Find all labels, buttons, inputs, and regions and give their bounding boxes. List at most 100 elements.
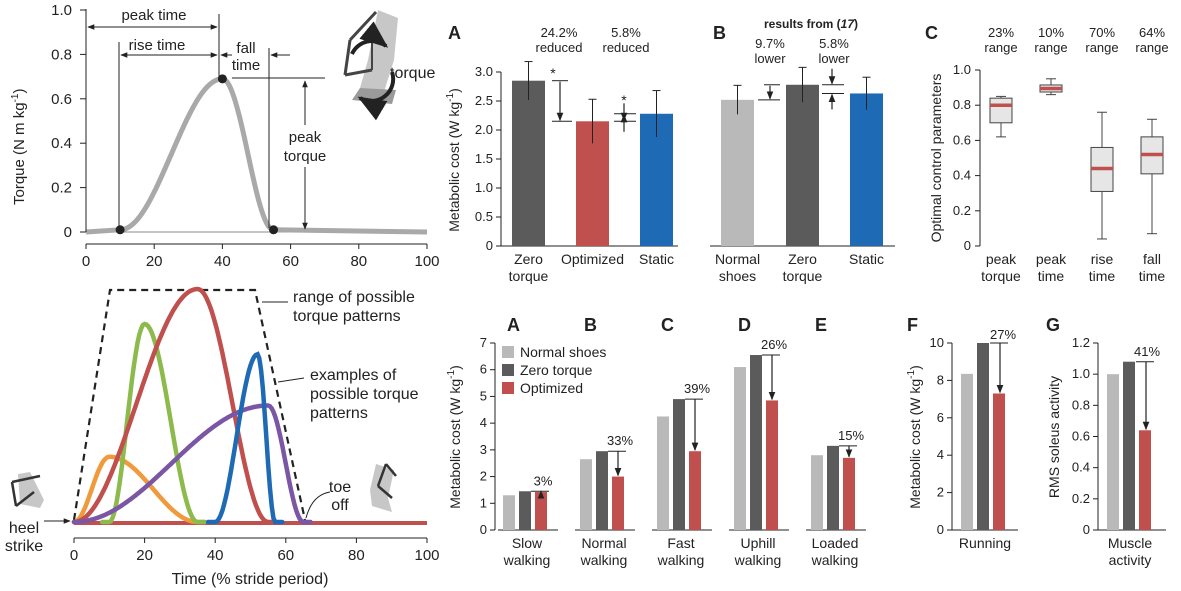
torque-pattern-green [99, 321, 207, 525]
panel-a-metabolic: A Metabolic cost (W kg-1) 0 0.5 1.0 1.5 2.0 2.5… [445, 23, 678, 284]
toe-off-leader [305, 491, 331, 519]
panel-c-range-label: 70% [1089, 25, 1115, 40]
walking-ylabel: Metabolic cost (W kg-1) [446, 365, 463, 509]
panel-b-category-label: torque [783, 268, 823, 284]
torque-pattern-blue [205, 351, 285, 525]
walking-category-label: walking [811, 552, 859, 568]
panel-c-category-label: peak [986, 251, 1017, 267]
panel-g-y-tick-label: 1.0 [1072, 366, 1090, 381]
panel-a-y-tick-label: 0.5 [475, 209, 493, 224]
peak-time-label: peak time [121, 7, 186, 24]
walking-bar [503, 495, 515, 530]
walking-y-tick-label: 5 [480, 388, 487, 403]
torque-y-ticks: 0 0.2 0.4 0.6 0.8 1.0 [51, 2, 86, 241]
torque-x-tick-label: 80 [350, 253, 367, 270]
panel-c-y-tick-label: 0.8 [953, 97, 971, 112]
legend-label: Normal shoes [520, 344, 606, 360]
walking-category-label: Slow [512, 535, 543, 551]
panel-b-category-label: shoes [719, 268, 756, 284]
panel-walking-conditions: Metabolic cost (W kg-1) 0 1 2 3 4 5 6 7 Normal sh… [446, 315, 866, 568]
panel-c-category-label: time [1089, 268, 1116, 284]
fall-time-label-1: fall [236, 40, 255, 57]
walking-panel-letter: A [507, 315, 520, 335]
legend-swatch [502, 364, 514, 376]
walking-bar [734, 367, 746, 530]
panel-c-category-label: torque [981, 268, 1021, 284]
walking-category-label: Normal [581, 535, 626, 551]
panel-a-annotation: 5.8% [611, 25, 641, 40]
torque-panel: Torque (N m kg-1) 0 0.2 0.4 0.6 0.8 1.0 0 20 40… [10, 2, 440, 270]
patterns-x-tick-label: 40 [207, 547, 224, 564]
fall-time-label-2: time [232, 57, 260, 74]
patterns-x-tick-label: 100 [414, 547, 439, 564]
panel-b-subtitle: results from (17) [764, 17, 858, 31]
torque-icon-label: torque [390, 65, 435, 82]
torque-points [115, 74, 279, 235]
examples-leader [277, 377, 305, 383]
panel-f-y-tick-label: 2 [937, 485, 944, 500]
examples-label-2: possible torque [310, 386, 419, 403]
panel-f-y-tick-label: 0 [937, 522, 944, 537]
walking-category-label: walking [657, 552, 705, 568]
panel-g-y-tick-label: 1.2 [1072, 335, 1090, 350]
panel-g-reduction-label: 41% [1134, 344, 1160, 359]
legend-label: Zero torque [520, 362, 593, 378]
panel-g-y-tick-label: 0.8 [1072, 397, 1090, 412]
examples-label-1: examples of [310, 367, 397, 384]
patterns-x-ticks: 0 20 40 60 80 100 [70, 538, 440, 564]
walking-category-label: walking [580, 552, 628, 568]
walking-y-tick-label: 0 [480, 522, 487, 537]
panel-a-category-label: torque [509, 268, 549, 284]
walking-y-tick-label: 3 [480, 442, 487, 457]
panel-b-category-label: Zero [788, 251, 817, 267]
walking-bar [535, 492, 547, 530]
panel-c-letter: C [925, 23, 938, 43]
walking-category-label: Fast [667, 535, 694, 551]
walking-bar [827, 445, 839, 530]
torque-y-tick-label: 0.6 [51, 91, 72, 108]
walking-panel-letter: E [815, 315, 827, 335]
rise-time-label: rise time [129, 37, 186, 54]
toe-off-label-2: off [331, 497, 349, 514]
panel-f-y-tick-label: 4 [937, 447, 944, 462]
patterns-x-tick-label: 60 [277, 547, 294, 564]
panel-a-ylabel-main: Metabolic cost (W kg [446, 102, 462, 232]
panel-b-subtitle-main: results from ( [764, 17, 841, 31]
panel-g-y-tick-label: 0.2 [1072, 491, 1090, 506]
panel-c-control-parameters: C Optimal control parameters 0 0.2 0.4 0.6 0.8… [925, 23, 1169, 284]
panel-g-category-label: activity [1109, 552, 1152, 568]
walking-ylabel-end: ) [447, 365, 463, 370]
panel-a-y-tick-label: 1.5 [475, 151, 493, 166]
torque-y-tick-label: 0.8 [51, 46, 72, 63]
toe-off-label-1: toe [329, 479, 351, 496]
patterns-panel: 0 20 40 60 80 100 Time (% stride period) rang… [5, 286, 440, 588]
torque-y-tick-label: 0.4 [51, 135, 72, 152]
torque-pattern-orange [71, 454, 207, 525]
panel-f-y-tick-label: 8 [937, 372, 944, 387]
range-label-1: range of possible [293, 289, 415, 306]
torque-ylabel: Torque (N m kg-1) [10, 89, 28, 205]
torque-x-tick-label: 60 [282, 253, 299, 270]
torque-point [269, 225, 279, 235]
walking-y-tick-label: 1 [480, 495, 487, 510]
legend-swatch [502, 346, 514, 358]
panel-a-y-tick-label: 1.0 [475, 180, 493, 195]
walking-reduction-label: 3% [534, 473, 553, 488]
panel-a-ylabel-end: ) [446, 88, 462, 93]
panel-a-annotation: 24.2% [541, 25, 578, 40]
walking-y-tick-label: 4 [480, 415, 487, 430]
panel-c-category-label: time [1139, 268, 1166, 284]
walking-y-tick-label: 2 [480, 469, 487, 484]
panel-g-bar [1107, 374, 1119, 530]
walking-bar [750, 355, 762, 530]
torque-pattern-purple [71, 403, 313, 525]
walking-bar [596, 451, 608, 530]
walking-reduction-label: 33% [607, 433, 633, 448]
panel-a-annotation: reduced [536, 40, 583, 55]
panel-b-annotation: lower [818, 51, 850, 66]
walking-bar [766, 400, 778, 530]
torque-y-tick-label: 0 [64, 224, 72, 241]
range-label-2: torque patterns [293, 308, 401, 325]
